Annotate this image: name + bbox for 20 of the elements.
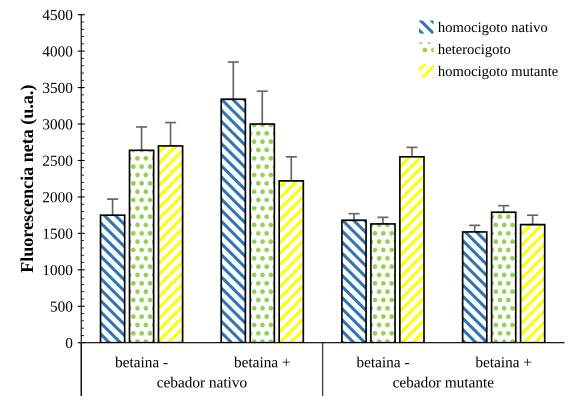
text: cebador mutante [393, 376, 494, 388]
y-tick-label: 2000 [43, 192, 72, 202]
y-tick-label: 4000 [42, 46, 72, 57]
y-tick-label: 500 [50, 301, 72, 312]
legend-label: heterocigoto [438, 44, 510, 58]
x-tick-label: betaina - [115, 356, 168, 368]
y-tick-label: 1500 [44, 228, 72, 239]
x-tick-label: betaina + [234, 356, 290, 368]
y-tick-label: 4500 [42, 10, 72, 20]
legend-label: homocigoto mutante [438, 66, 558, 80]
y-tick-label: 3500 [43, 82, 72, 94]
legend-label: homocigoto nativo [438, 22, 548, 36]
y-tick-label: 2500 [43, 156, 72, 166]
y-tick-label: 0 [66, 338, 72, 348]
text: cebador nativo [157, 376, 247, 388]
y-tick-label: 3000 [43, 119, 72, 130]
y-axis-title: Fluorescencia neta (u.a.) [20, 85, 37, 273]
x-tick-label: betaina + [475, 356, 532, 368]
x-tick-label: betaina - [356, 356, 409, 368]
y-tick-label: 1000 [44, 264, 72, 276]
